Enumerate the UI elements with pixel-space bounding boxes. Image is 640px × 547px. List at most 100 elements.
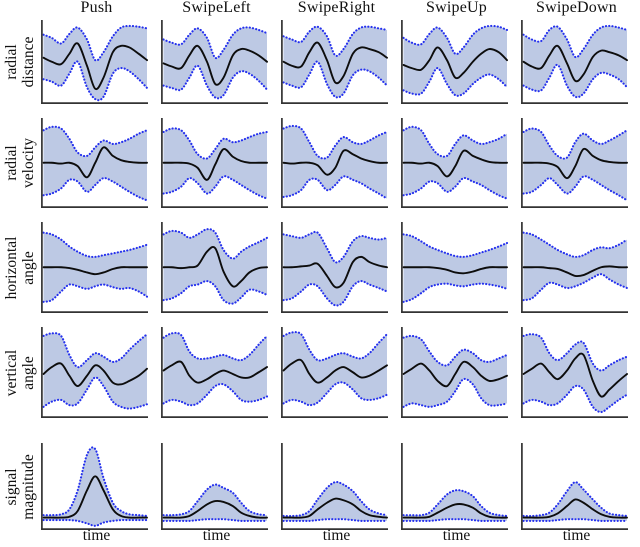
mean-line [42, 475, 148, 519]
lower-bound-line [42, 518, 148, 527]
upper-bound-line [402, 489, 508, 517]
subplot-swipeup-horizontal-angle [401, 222, 508, 313]
confidence-band-group [162, 228, 268, 305]
mean-line [402, 360, 508, 388]
subplot-push-horizontal-angle [41, 222, 148, 313]
band-fill [163, 27, 267, 99]
mean-line [162, 246, 268, 288]
upper-bound-line [162, 127, 268, 160]
x-axis-label-time-col-4: time [442, 527, 471, 544]
lower-bound-line [402, 282, 508, 303]
confidence-band-group [42, 446, 148, 527]
confidence-band-group [282, 124, 388, 200]
lower-bound-line [162, 280, 268, 305]
row-label-line: magnitude [20, 453, 37, 520]
row-label-line: radial [2, 145, 20, 181]
row-label-vertical-angle: vertical angle [3, 349, 37, 395]
lower-bound-line [42, 60, 148, 102]
mean-line [402, 266, 508, 275]
row-label-line: distance [20, 36, 37, 88]
confidence-band-group [522, 333, 628, 414]
mean-line [282, 358, 388, 384]
subplot-swipeup-signal-magnitude [401, 443, 508, 530]
confidence-band-group [42, 231, 148, 303]
confidence-band-group [522, 481, 628, 523]
upper-bound-line [402, 233, 508, 258]
mean-line [402, 46, 508, 80]
subplot-swipeleft-signal-magnitude [161, 443, 268, 530]
upper-bound-line [162, 331, 268, 362]
upper-bound-line [402, 334, 508, 367]
band-fill [163, 332, 267, 406]
band-fill [403, 335, 507, 407]
band-fill [403, 234, 507, 302]
x-axis-label-time-col-3: time [322, 527, 351, 544]
upper-bound-line [162, 26, 268, 60]
lower-bound-line [42, 376, 148, 410]
mean-line [162, 499, 268, 519]
confidence-band-group [402, 24, 508, 97]
column-title-swipeleft: SwipeLeft [182, 0, 251, 16]
column-title-swipeup: SwipeUp [426, 0, 487, 16]
lower-bound-line [402, 67, 508, 97]
upper-bound-line [42, 24, 148, 62]
lower-bound-line [522, 63, 628, 99]
x-axis-label-time-col-1: time [82, 527, 111, 544]
band-fill [283, 26, 387, 98]
mean-line [522, 352, 628, 398]
upper-bound-line [42, 332, 148, 369]
band-fill [43, 333, 147, 409]
confidence-band-group [522, 24, 628, 99]
confidence-band-group [282, 25, 388, 99]
subplot-swiperight-signal-magnitude [281, 443, 388, 530]
band-fill [163, 229, 267, 304]
column-title-swipedown: SwipeDown [536, 0, 617, 16]
column-title-push: Push [80, 0, 113, 16]
lower-bound-line [282, 60, 388, 99]
subplot-swipedown-radial-distance [521, 20, 628, 104]
upper-bound-line [282, 331, 388, 362]
row-label-radial-velocity: radial velocity [3, 138, 37, 188]
subplot-swipedown-vertical-angle [521, 327, 628, 418]
confidence-band-group [42, 24, 148, 102]
confidence-band-group [42, 332, 148, 410]
band-fill [283, 231, 387, 306]
subplot-swipeleft-horizontal-angle [161, 222, 268, 313]
lower-bound-line [42, 283, 148, 303]
subplot-swipeup-radial-distance [401, 20, 508, 104]
confidence-band-group [162, 483, 268, 523]
confidence-band-group [522, 127, 628, 202]
confidence-band-group [162, 331, 268, 407]
confidence-band-group [282, 480, 388, 523]
confidence-band-group [162, 26, 268, 100]
lower-bound-line [282, 175, 388, 200]
lower-bound-line [522, 273, 628, 302]
subplot-swiperight-radial-velocity [281, 118, 388, 208]
confidence-band-group [282, 230, 388, 307]
subplot-push-vertical-angle [41, 327, 148, 418]
lower-bound-line [282, 280, 388, 307]
upper-bound-line [522, 127, 628, 160]
mean-line [162, 360, 268, 384]
upper-bound-line [522, 333, 628, 372]
mean-line [402, 149, 508, 178]
lower-bound-line [42, 177, 148, 202]
upper-bound-line [522, 231, 628, 258]
mean-line [522, 44, 628, 83]
lower-bound-line [402, 518, 508, 523]
confidence-band-group [402, 233, 508, 303]
row-label-line: angle [20, 355, 37, 390]
mean-line [162, 44, 268, 86]
upper-bound-line [162, 483, 268, 517]
band-fill [523, 232, 627, 301]
row-label-line: vertical [2, 349, 20, 396]
lower-bound-line [522, 384, 628, 414]
row-label-horizontal-angle: horizontal angle [3, 236, 37, 299]
row-label-line: angle [20, 250, 37, 285]
lower-bound-line [282, 518, 388, 523]
lower-bound-line [402, 176, 508, 200]
upper-bound-line [282, 124, 388, 160]
subplot-swipeup-vertical-angle [401, 327, 508, 418]
lower-bound-line [162, 64, 268, 100]
